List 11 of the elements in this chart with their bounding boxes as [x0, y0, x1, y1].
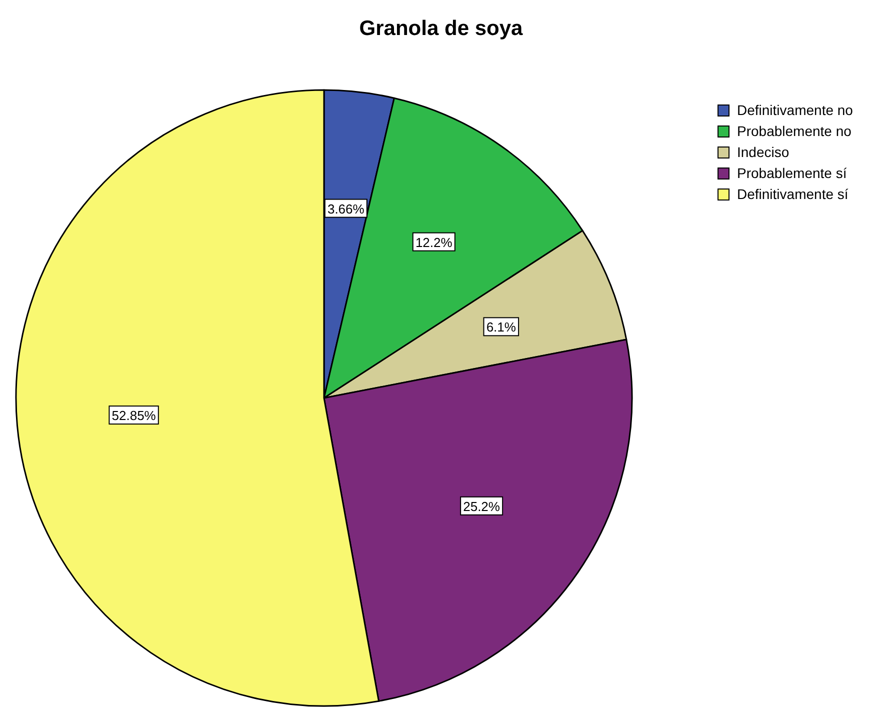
legend-label: Probablemente sí — [737, 165, 847, 181]
data-label: 25.2% — [463, 498, 500, 514]
data-label: 6.1% — [486, 320, 516, 335]
legend-label: Probablemente no — [737, 123, 852, 139]
data-label: 12.2% — [415, 234, 453, 250]
data-label: 3.66% — [327, 201, 365, 216]
data-label: 52.85% — [112, 408, 156, 424]
legend-label: Indeciso — [737, 144, 790, 160]
chart-title: Granola de soya — [359, 17, 524, 40]
legend-label: Definitivamente sí — [737, 186, 848, 202]
legend-label: Definitivamente no — [737, 102, 854, 118]
